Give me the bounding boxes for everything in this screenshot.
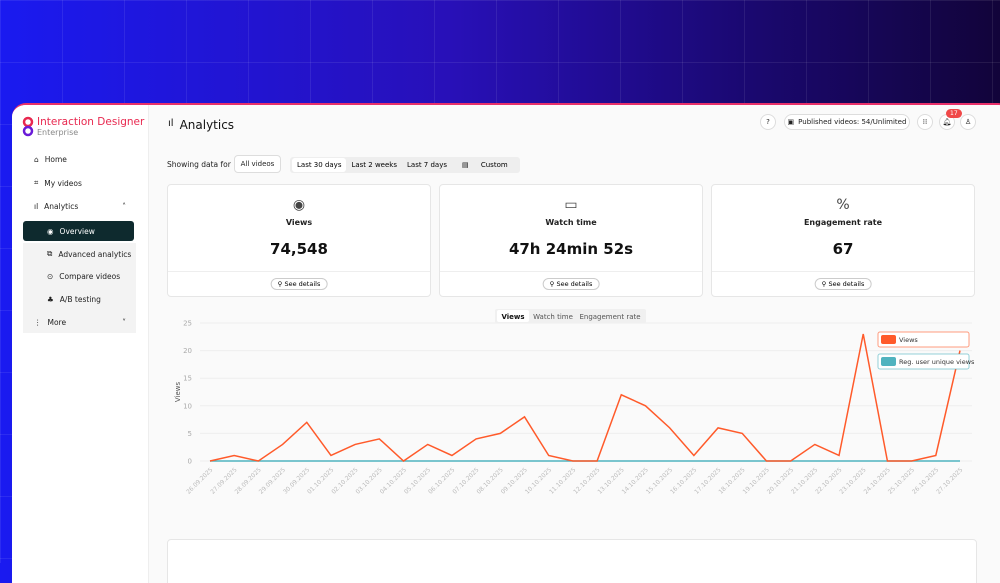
eye-icon: ◉: [47, 226, 54, 236]
sidebar-item-more[interactable]: ⋮ More ˅: [34, 318, 126, 327]
date-range-tabs: Last 30 days Last 2 weeks Last 7 days ▤ …: [290, 157, 520, 173]
y-tick-label: 25: [183, 320, 192, 328]
label: Published videos: 54/Unlimited: [798, 118, 907, 126]
see-details-button[interactable]: ⚲ See details: [814, 278, 872, 290]
chart-tab-active: [497, 310, 529, 322]
brand-name: Interaction Designer: [37, 116, 145, 128]
card-label: Views: [285, 218, 313, 227]
y-tick-label: 15: [183, 375, 192, 383]
engagement-card: % Engagement rate 67 ⚲ See details: [711, 184, 975, 297]
card-label: Watch time: [545, 218, 597, 227]
chart-tab-engagement-rate[interactable]: Engagement rate: [579, 313, 640, 321]
legend-swatch: [881, 335, 896, 344]
chevron-down-icon: ˅: [122, 318, 126, 327]
label: My videos: [44, 178, 82, 188]
apps-grid-button[interactable]: ⁞⁞: [917, 114, 933, 130]
play-circle-icon: ⊙: [47, 272, 54, 281]
sidebar-item-advanced-analytics[interactable]: ⧉ Advanced analytics: [47, 249, 131, 259]
label: Custom: [480, 161, 508, 169]
notification-badge: 17: [946, 109, 962, 118]
label: Analytics: [44, 202, 79, 211]
legend-item: [877, 331, 970, 348]
sidebar-item-compare-videos[interactable]: ⊙ Compare videos: [47, 272, 120, 281]
see-details-button[interactable]: ⚲ See details: [542, 278, 600, 290]
video-icon: ▣: [787, 118, 795, 126]
analytics-submenu: [23, 243, 136, 333]
bar-chart-icon: ıl: [168, 118, 174, 129]
sidebar-item-ab-testing[interactable]: ♣ A/B testing: [47, 295, 101, 304]
views-chart: 0510152025Views26.09.202527.09.202528.09…: [174, 309, 976, 496]
eye-icon: ◉: [292, 197, 306, 213]
legend-item: [877, 353, 970, 370]
search-chart-icon: ⧉: [47, 249, 53, 258]
series-line-views: [209, 333, 961, 462]
user-icon: ♙: [964, 118, 972, 126]
logo-icon: [22, 116, 34, 137]
card-label: Engagement rate: [803, 218, 883, 227]
sidebar-item-home[interactable]: ⌂ Home: [34, 155, 67, 164]
bell-icon: 🔔︎: [942, 118, 952, 126]
range-last-2-weeks[interactable]: Last 2 weeks: [351, 161, 397, 169]
hierarchy-icon: ♣: [47, 295, 54, 304]
label: Home: [44, 155, 67, 164]
legend-label: Reg. user unique views: [899, 358, 975, 366]
bar-chart-icon: ıl: [34, 202, 39, 211]
sidebar: Interaction Designer Enterprise ⌂ Home ⌗ My…: [12, 105, 149, 583]
see-details-button[interactable]: ⚲ See details: [270, 278, 328, 290]
video-camera-icon: ▭: [564, 197, 578, 213]
label: A/B testing: [59, 295, 101, 304]
percent-icon: %: [836, 197, 850, 213]
published-videos-button[interactable]: ▣ Published videos: 54/Unlimited: [784, 114, 910, 130]
y-axis-label: Views: [174, 382, 182, 403]
brand-edition: Enterprise: [37, 128, 79, 137]
y-tick-label: 0: [188, 458, 192, 466]
video-select[interactable]: All videos: [234, 155, 281, 173]
videos-icon: ⌗: [34, 178, 39, 187]
card-value: 67: [832, 240, 854, 258]
home-icon: ⌂: [34, 155, 39, 164]
card-value: 47h 24min 52s: [508, 240, 634, 258]
chart-tab-watch-time[interactable]: Watch time: [533, 313, 573, 321]
profile-button[interactable]: ♙: [960, 114, 976, 130]
main-content: ıl Analytics ? ▣ Published videos: 54/Unli…: [149, 105, 1000, 583]
label: Compare videos: [59, 272, 121, 281]
sidebar-item-analytics[interactable]: ıl Analytics ˄: [34, 202, 126, 211]
range-custom[interactable]: ▤ Custom: [452, 158, 518, 172]
calendar-icon: ▤: [462, 161, 471, 169]
sidebar-item-my-videos[interactable]: ⌗ My videos: [34, 178, 82, 188]
label: Overview: [59, 226, 95, 236]
range-last-30-days[interactable]: Last 30 days: [292, 158, 347, 172]
showing-label: Showing data for: [167, 160, 231, 169]
sidebar-item-overview[interactable]: ◉ Overview: [23, 221, 134, 241]
range-last-7-days[interactable]: Last 7 days: [407, 161, 448, 169]
watch-time-card: ▭ Watch time 47h 24min 52s ⚲ See details: [439, 184, 703, 297]
logo: Interaction Designer Enterprise: [22, 116, 144, 138]
dots-icon: ⋮: [34, 318, 42, 327]
chart-tabs: [495, 309, 646, 323]
help-button[interactable]: ?: [760, 114, 776, 130]
card-value: 74,548: [270, 240, 328, 258]
label: Advanced analytics: [58, 249, 132, 259]
page-title: ıl Analytics: [168, 118, 234, 132]
chart-tab-views[interactable]: Views: [501, 313, 524, 321]
x-tick-label: 27.10.2025: [935, 466, 964, 495]
title-text: Analytics: [179, 118, 235, 132]
y-tick-label: 5: [188, 430, 192, 438]
legend-label: Views: [899, 336, 918, 344]
legend-swatch: [881, 357, 896, 366]
y-tick-label: 20: [183, 347, 192, 355]
app-window: Interaction Designer Enterprise ⌂ Home ⌗ My…: [12, 103, 1000, 583]
label: More: [47, 318, 67, 327]
y-tick-label: 10: [183, 402, 192, 410]
views-card: ◉ Views 74,548 ⚲ See details: [167, 184, 431, 297]
chevron-up-icon: ˄: [122, 202, 126, 211]
